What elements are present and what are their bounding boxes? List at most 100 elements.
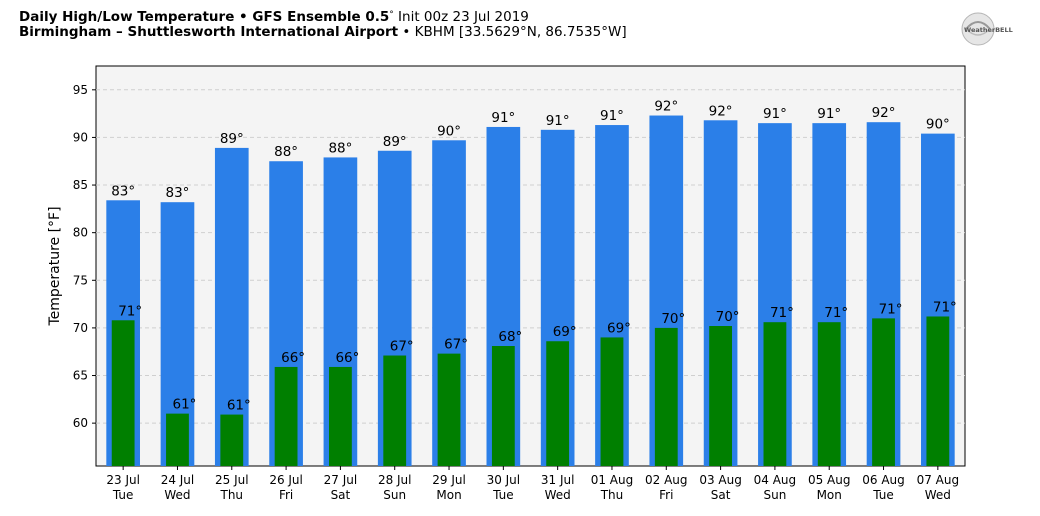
title-degree: °: [389, 10, 394, 20]
x-tick-label-day: Tue: [872, 488, 894, 502]
high-temp-label: 91°: [817, 106, 841, 122]
subtitle-station: Birmingham – Shuttlesworth International…: [19, 24, 399, 40]
chart-header: Daily High/Low Temperature • GFS Ensembl…: [19, 8, 627, 40]
y-tick-label: 85: [73, 178, 88, 192]
high-temp-label: 88°: [328, 140, 352, 156]
low-temp-label: 69°: [553, 324, 577, 340]
low-temp-bar: [872, 318, 895, 466]
low-bars: [111, 316, 950, 466]
x-tick-label-day: Wed: [925, 488, 951, 502]
x-tick-label-date: 03 Aug: [699, 473, 742, 487]
x-tick-label-day: Wed: [164, 488, 190, 502]
x-tick-label-date: 27 Jul: [324, 473, 358, 487]
low-temp-label: 70°: [661, 311, 685, 327]
chart-title: Daily High/Low Temperature • GFS Ensembl…: [19, 8, 627, 25]
x-tick-label-day: Fri: [659, 488, 673, 502]
low-temp-label: 61°: [227, 398, 251, 414]
low-temp-label: 66°: [281, 350, 305, 366]
low-temp-bar: [166, 413, 189, 466]
x-tick-label-day: Mon: [436, 488, 461, 502]
x-tick-label-day: Wed: [545, 488, 571, 502]
y-tick-label: 60: [73, 416, 88, 430]
x-tick-label-day: Tue: [492, 488, 514, 502]
x-tick-label-date: 31 Jul: [541, 473, 575, 487]
logo-text: WeatherBELL: [964, 26, 1013, 34]
low-temp-label: 71°: [933, 299, 957, 315]
x-tick-label-day: Thu: [220, 488, 244, 502]
high-temp-label: 90°: [437, 123, 461, 139]
low-temp-bar: [709, 326, 732, 466]
high-temp-label: 91°: [491, 110, 515, 126]
weatherbell-logo-icon: WeatherBELL: [961, 12, 1013, 46]
y-tick-label: 65: [73, 369, 88, 383]
x-tick-label-date: 07 Aug: [917, 473, 960, 487]
low-temp-label: 61°: [173, 397, 197, 413]
low-temp-bar: [817, 322, 841, 466]
high-temp-label: 92°: [709, 103, 733, 119]
low-temp-label: 71°: [824, 305, 848, 321]
y-tick-label: 95: [73, 83, 88, 97]
x-tick-label-date: 25 Jul: [215, 473, 249, 487]
high-temp-label: 91°: [546, 113, 570, 129]
x-tick-label-date: 30 Jul: [487, 473, 521, 487]
low-temp-label: 67°: [444, 337, 468, 353]
x-tick-label-date: 26 Jul: [269, 473, 303, 487]
high-temp-label: 91°: [763, 106, 787, 122]
x-tick-label-date: 01 Aug: [591, 473, 634, 487]
high-temp-label: 91°: [600, 108, 624, 124]
x-tick-label-date: 24 Jul: [161, 473, 195, 487]
high-temp-label: 90°: [926, 117, 950, 133]
low-temp-bar: [220, 414, 244, 466]
high-temp-label: 89°: [220, 131, 244, 147]
low-temp-bar: [491, 346, 515, 466]
low-temp-bar: [600, 337, 624, 466]
low-temp-label: 71°: [879, 301, 903, 317]
x-tick-label-date: 04 Aug: [754, 473, 797, 487]
low-temp-bar: [329, 366, 352, 466]
low-temp-bar: [763, 322, 787, 466]
y-tick-label: 90: [73, 130, 88, 144]
data-labels: 83° 71° 83° 61° 89° 61° 88° 66° 88° 66° 89° 67° 90° 6…: [111, 99, 957, 414]
low-temp-bar: [926, 316, 950, 466]
low-temp-label: 70°: [716, 309, 740, 325]
x-tick-label-day: Fri: [279, 488, 293, 502]
subtitle-coords: • KBHM [33.5629°N, 86.7535°W]: [398, 24, 627, 40]
x-tick-label-date: 05 Aug: [808, 473, 851, 487]
x-tick-label-day: Tue: [112, 488, 134, 502]
title-init: Init 00z 23 Jul 2019: [393, 9, 529, 25]
low-temp-label: 69°: [607, 320, 631, 336]
low-temp-label: 71°: [770, 305, 794, 321]
high-temp-label: 83°: [111, 183, 135, 199]
low-temp-bar: [437, 353, 461, 466]
title-main: Daily High/Low Temperature • GFS Ensembl…: [19, 9, 390, 25]
y-axis-label: Temperature [°F]: [47, 206, 63, 326]
x-tick-label-date: 23 Jul: [106, 473, 140, 487]
x-tick-label-day: Sun: [383, 488, 406, 502]
y-tick-label: 75: [73, 273, 88, 287]
x-tick-label-day: Thu: [600, 488, 624, 502]
x-tick-label-date: 29 Jul: [432, 473, 466, 487]
low-temp-label: 67°: [390, 339, 414, 355]
high-temp-label: 92°: [872, 105, 896, 121]
x-tick-label-day: Sun: [763, 488, 786, 502]
low-temp-bar: [383, 355, 407, 466]
low-temp-bar: [274, 366, 298, 466]
high-temp-bar: [214, 147, 249, 466]
low-temp-bar: [546, 341, 570, 466]
x-tick-label-date: 06 Aug: [862, 473, 905, 487]
low-temp-label: 68°: [498, 329, 522, 345]
high-temp-label: 92°: [654, 99, 678, 115]
x-tick-label-date: 28 Jul: [378, 473, 412, 487]
low-temp-bar: [111, 320, 135, 466]
x-tick-label-day: Sat: [331, 488, 351, 502]
y-tick-label: 80: [73, 226, 88, 240]
y-tick-label: 70: [73, 321, 88, 335]
high-temp-label: 83°: [166, 185, 190, 201]
chart-subtitle: Birmingham – Shuttlesworth International…: [19, 25, 627, 40]
y-axis: 60 65 70 75 80 85 90 95: [73, 83, 96, 430]
high-temp-label: 89°: [383, 134, 407, 150]
x-tick-label-day: Mon: [817, 488, 842, 502]
low-temp-label: 66°: [335, 350, 359, 366]
x-tick-label-day: Sat: [711, 488, 731, 502]
